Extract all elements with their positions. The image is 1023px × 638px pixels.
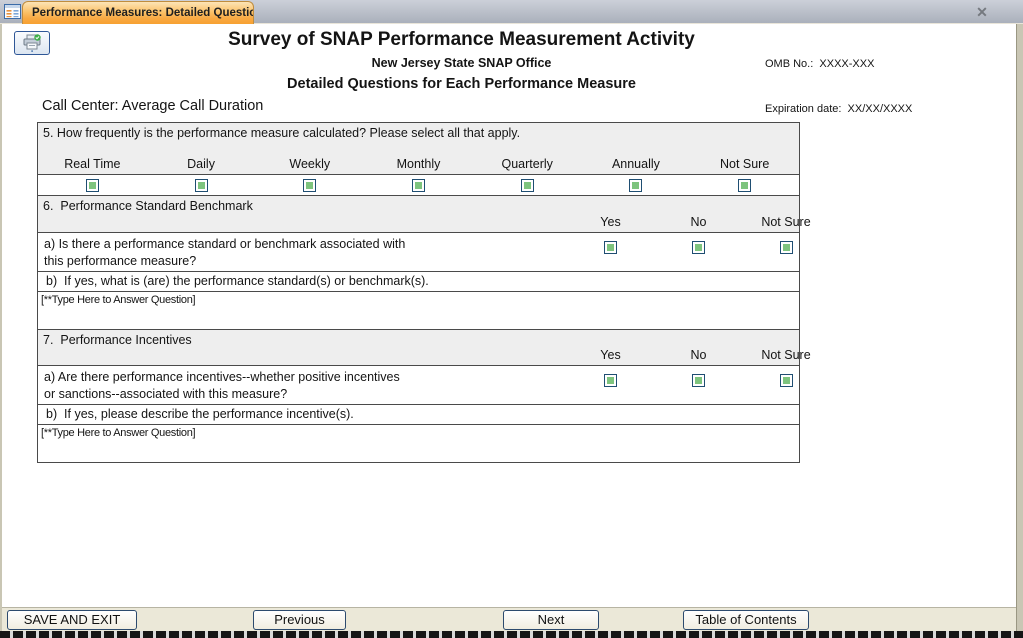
- column-label-no: No: [690, 347, 707, 362]
- q5-option-labels: Real Time Daily Weekly Monthly Quarterly…: [38, 157, 799, 171]
- q6b-answer-input[interactable]: [**Type Here to Answer Question]: [38, 292, 799, 330]
- checkbox-q6a-no[interactable]: [692, 240, 705, 254]
- form-view-icon: [4, 4, 21, 19]
- q7a-text: a) Are there performance incentives--whe…: [38, 366, 799, 403]
- document-tab-bar: Performance Measures: Detailed Questions…: [0, 0, 1023, 24]
- checkbox-annually[interactable]: [629, 178, 643, 192]
- q5-checkbox-row: [38, 175, 799, 196]
- checkbox-fill: [607, 376, 614, 384]
- column-label-yes: Yes: [600, 214, 621, 229]
- q6a-row: a) Is there a performance standard or be…: [38, 233, 799, 272]
- frequency-option-label: Not Sure: [719, 157, 770, 171]
- q5-header-row: 5. How frequently is the performance mea…: [38, 123, 799, 175]
- q7b-answer-input[interactable]: [**Type Here to Answer Question]: [38, 425, 799, 462]
- checkbox-not-sure[interactable]: [738, 178, 752, 192]
- questions-table: 5. How frequently is the performance mea…: [37, 122, 811, 463]
- checkbox-fill: [632, 181, 640, 189]
- checkbox-fill: [695, 243, 702, 251]
- q7-header-row: 7. Performance Incentives Yes No Not Sur…: [38, 330, 811, 366]
- save-and-exit-button[interactable]: SAVE AND EXIT: [7, 610, 137, 630]
- column-label-yes: Yes: [600, 347, 621, 362]
- q7-header: 7. Performance Incentives: [43, 333, 192, 347]
- next-button[interactable]: Next: [503, 610, 599, 630]
- checkbox-fill: [88, 181, 96, 189]
- omb-block: OMB No.: XXXX-XXX Expiration date: XX/XX…: [765, 27, 912, 147]
- window-bottom-edge: [0, 631, 1023, 638]
- checkbox-q6a-yes[interactable]: [604, 240, 617, 254]
- frequency-option-label: Weekly: [289, 157, 331, 171]
- q6-header-row: 6. Performance Standard Benchmark Yes No…: [38, 196, 811, 233]
- q5-text: 5. How frequently is the performance mea…: [43, 126, 521, 140]
- measure-label: Call Center: Average Call Duration: [42, 98, 264, 114]
- column-label-not-sure: Not Sure: [761, 214, 811, 229]
- table-of-contents-button[interactable]: Table of Contents: [683, 610, 809, 630]
- q7a-line2: or sanctions--associated with this measu…: [44, 387, 288, 401]
- frequency-option-label: Daily: [187, 157, 215, 171]
- checkbox-q7a-not-sure[interactable]: [779, 373, 793, 387]
- column-label-no: No: [690, 214, 707, 229]
- frequency-option-label: Quarterly: [501, 157, 553, 171]
- q6a-text: a) Is there a performance standard or be…: [38, 233, 799, 270]
- checkbox-fill: [197, 181, 205, 189]
- expiration-date: Expiration date: XX/XX/XXXX: [765, 103, 913, 115]
- page-title: Survey of SNAP Performance Measurement A…: [228, 29, 695, 50]
- tab-performance-measures-detailed-questions[interactable]: Performance Measures: Detailed Questions: [22, 1, 254, 24]
- omb-number: OMB No.: XXXX-XXX: [765, 58, 875, 70]
- q6b-row: b) If yes, what is (are) the performance…: [38, 272, 799, 292]
- frequency-option-label: Real Time: [64, 157, 121, 171]
- checkbox-fill: [607, 243, 614, 251]
- checkbox-fill: [523, 181, 531, 189]
- print-button[interactable]: [14, 31, 50, 55]
- checkbox-real-time[interactable]: [85, 178, 99, 192]
- checkbox-fill: [414, 181, 422, 189]
- page-subtitle: Detailed Questions for Each Performance …: [287, 76, 636, 92]
- checkbox-monthly[interactable]: [411, 178, 425, 192]
- checkbox-fill: [306, 181, 314, 189]
- q7b-row: b) If yes, please describe the performan…: [38, 405, 799, 425]
- window-left-border: [0, 24, 2, 631]
- close-icon[interactable]: ✕: [976, 4, 988, 20]
- previous-button[interactable]: Previous: [253, 610, 346, 630]
- q7a-line1: a) Are there performance incentives--whe…: [44, 370, 400, 384]
- window-right-border: [1016, 24, 1023, 631]
- q6a-line1: a) Is there a performance standard or be…: [44, 237, 406, 251]
- frequency-option-label: Monthly: [396, 157, 441, 171]
- q6-header: 6. Performance Standard Benchmark: [43, 199, 253, 213]
- checkbox-weekly[interactable]: [303, 178, 317, 192]
- printer-icon: [23, 34, 41, 52]
- frequency-option-label: Annually: [611, 157, 660, 171]
- q7a-row: a) Are there performance incentives--whe…: [38, 366, 799, 405]
- column-label-not-sure: Not Sure: [761, 347, 811, 362]
- checkbox-fill: [695, 376, 702, 384]
- checkbox-q7a-yes[interactable]: [604, 373, 617, 387]
- form-footer: SAVE AND EXIT Previous Next Table of Con…: [2, 607, 1016, 631]
- checkbox-fill: [741, 181, 749, 189]
- checkbox-fill: [782, 376, 790, 384]
- checkbox-q6a-not-sure[interactable]: [779, 240, 793, 254]
- checkbox-q7a-no[interactable]: [692, 373, 705, 387]
- checkbox-daily[interactable]: [194, 178, 208, 192]
- checkbox-fill: [782, 243, 790, 251]
- checkbox-quarterly[interactable]: [520, 178, 534, 192]
- q6a-line2: this performance measure?: [44, 254, 197, 268]
- office-subtitle: New Jersey State SNAP Office: [371, 56, 552, 70]
